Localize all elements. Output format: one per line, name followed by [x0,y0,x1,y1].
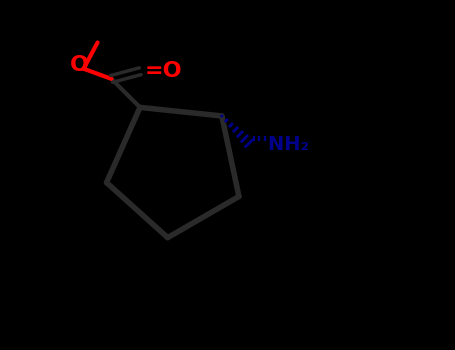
Text: '''NH₂: '''NH₂ [250,135,309,154]
Text: =O: =O [145,61,182,80]
Text: O: O [70,55,89,75]
